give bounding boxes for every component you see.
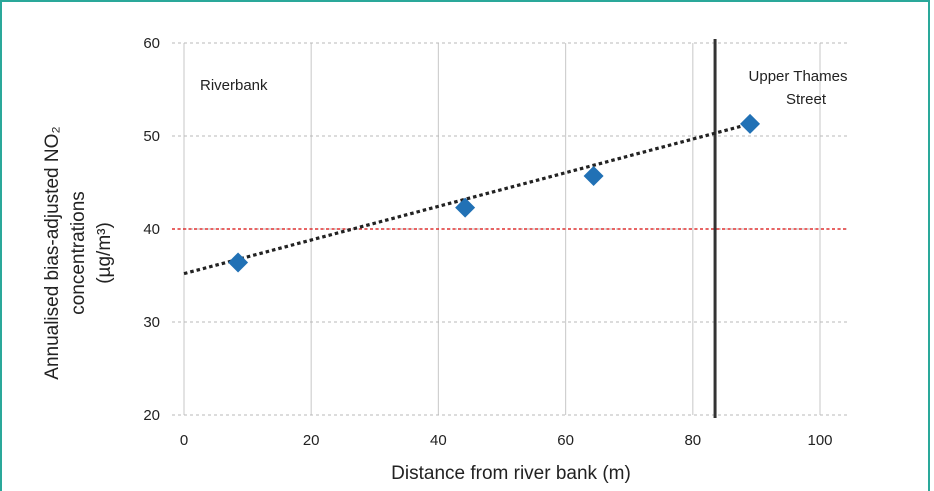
y-axis-title-line-3: (µg/m³) — [94, 222, 115, 284]
street-label-line-1: Upper Thames — [749, 68, 848, 85]
x-tick-label: 20 — [303, 432, 320, 449]
y-tick-label: 50 — [143, 128, 160, 145]
y-tick-label: 60 — [143, 35, 160, 52]
x-tick-label: 80 — [684, 432, 701, 449]
data-points — [228, 113, 761, 273]
x-tick-label: 60 — [557, 432, 574, 449]
data-point-diamond — [583, 165, 604, 186]
street-label-line-2: Street — [786, 91, 827, 108]
y-axis-title-line-2: concentrations — [68, 191, 89, 315]
x-tick-label: 0 — [180, 432, 188, 449]
trendline — [183, 122, 751, 276]
y-tick-label: 40 — [143, 221, 160, 238]
x-tick-labels: 0 20 40 60 80 100 — [180, 432, 833, 449]
y-tick-label: 30 — [143, 314, 160, 331]
data-point-diamond — [740, 113, 761, 134]
data-point-diamond — [455, 197, 476, 218]
x-axis-title: Distance from river bank (m) — [391, 463, 631, 484]
x-tick-label: 100 — [807, 432, 832, 449]
riverbank-label: Riverbank — [200, 77, 268, 94]
data-point-diamond — [228, 252, 249, 273]
trendline-path — [183, 122, 751, 276]
y-axis-title-line-1: Annualised bias-adjusted NO₂ — [42, 126, 63, 379]
x-tick-label: 40 — [430, 432, 447, 449]
y-tick-label: 20 — [143, 407, 160, 424]
y-tick-labels: 20 30 40 50 60 — [143, 35, 160, 424]
y-axis-title: Annualised bias-adjusted NO₂ concentrati… — [42, 126, 115, 379]
